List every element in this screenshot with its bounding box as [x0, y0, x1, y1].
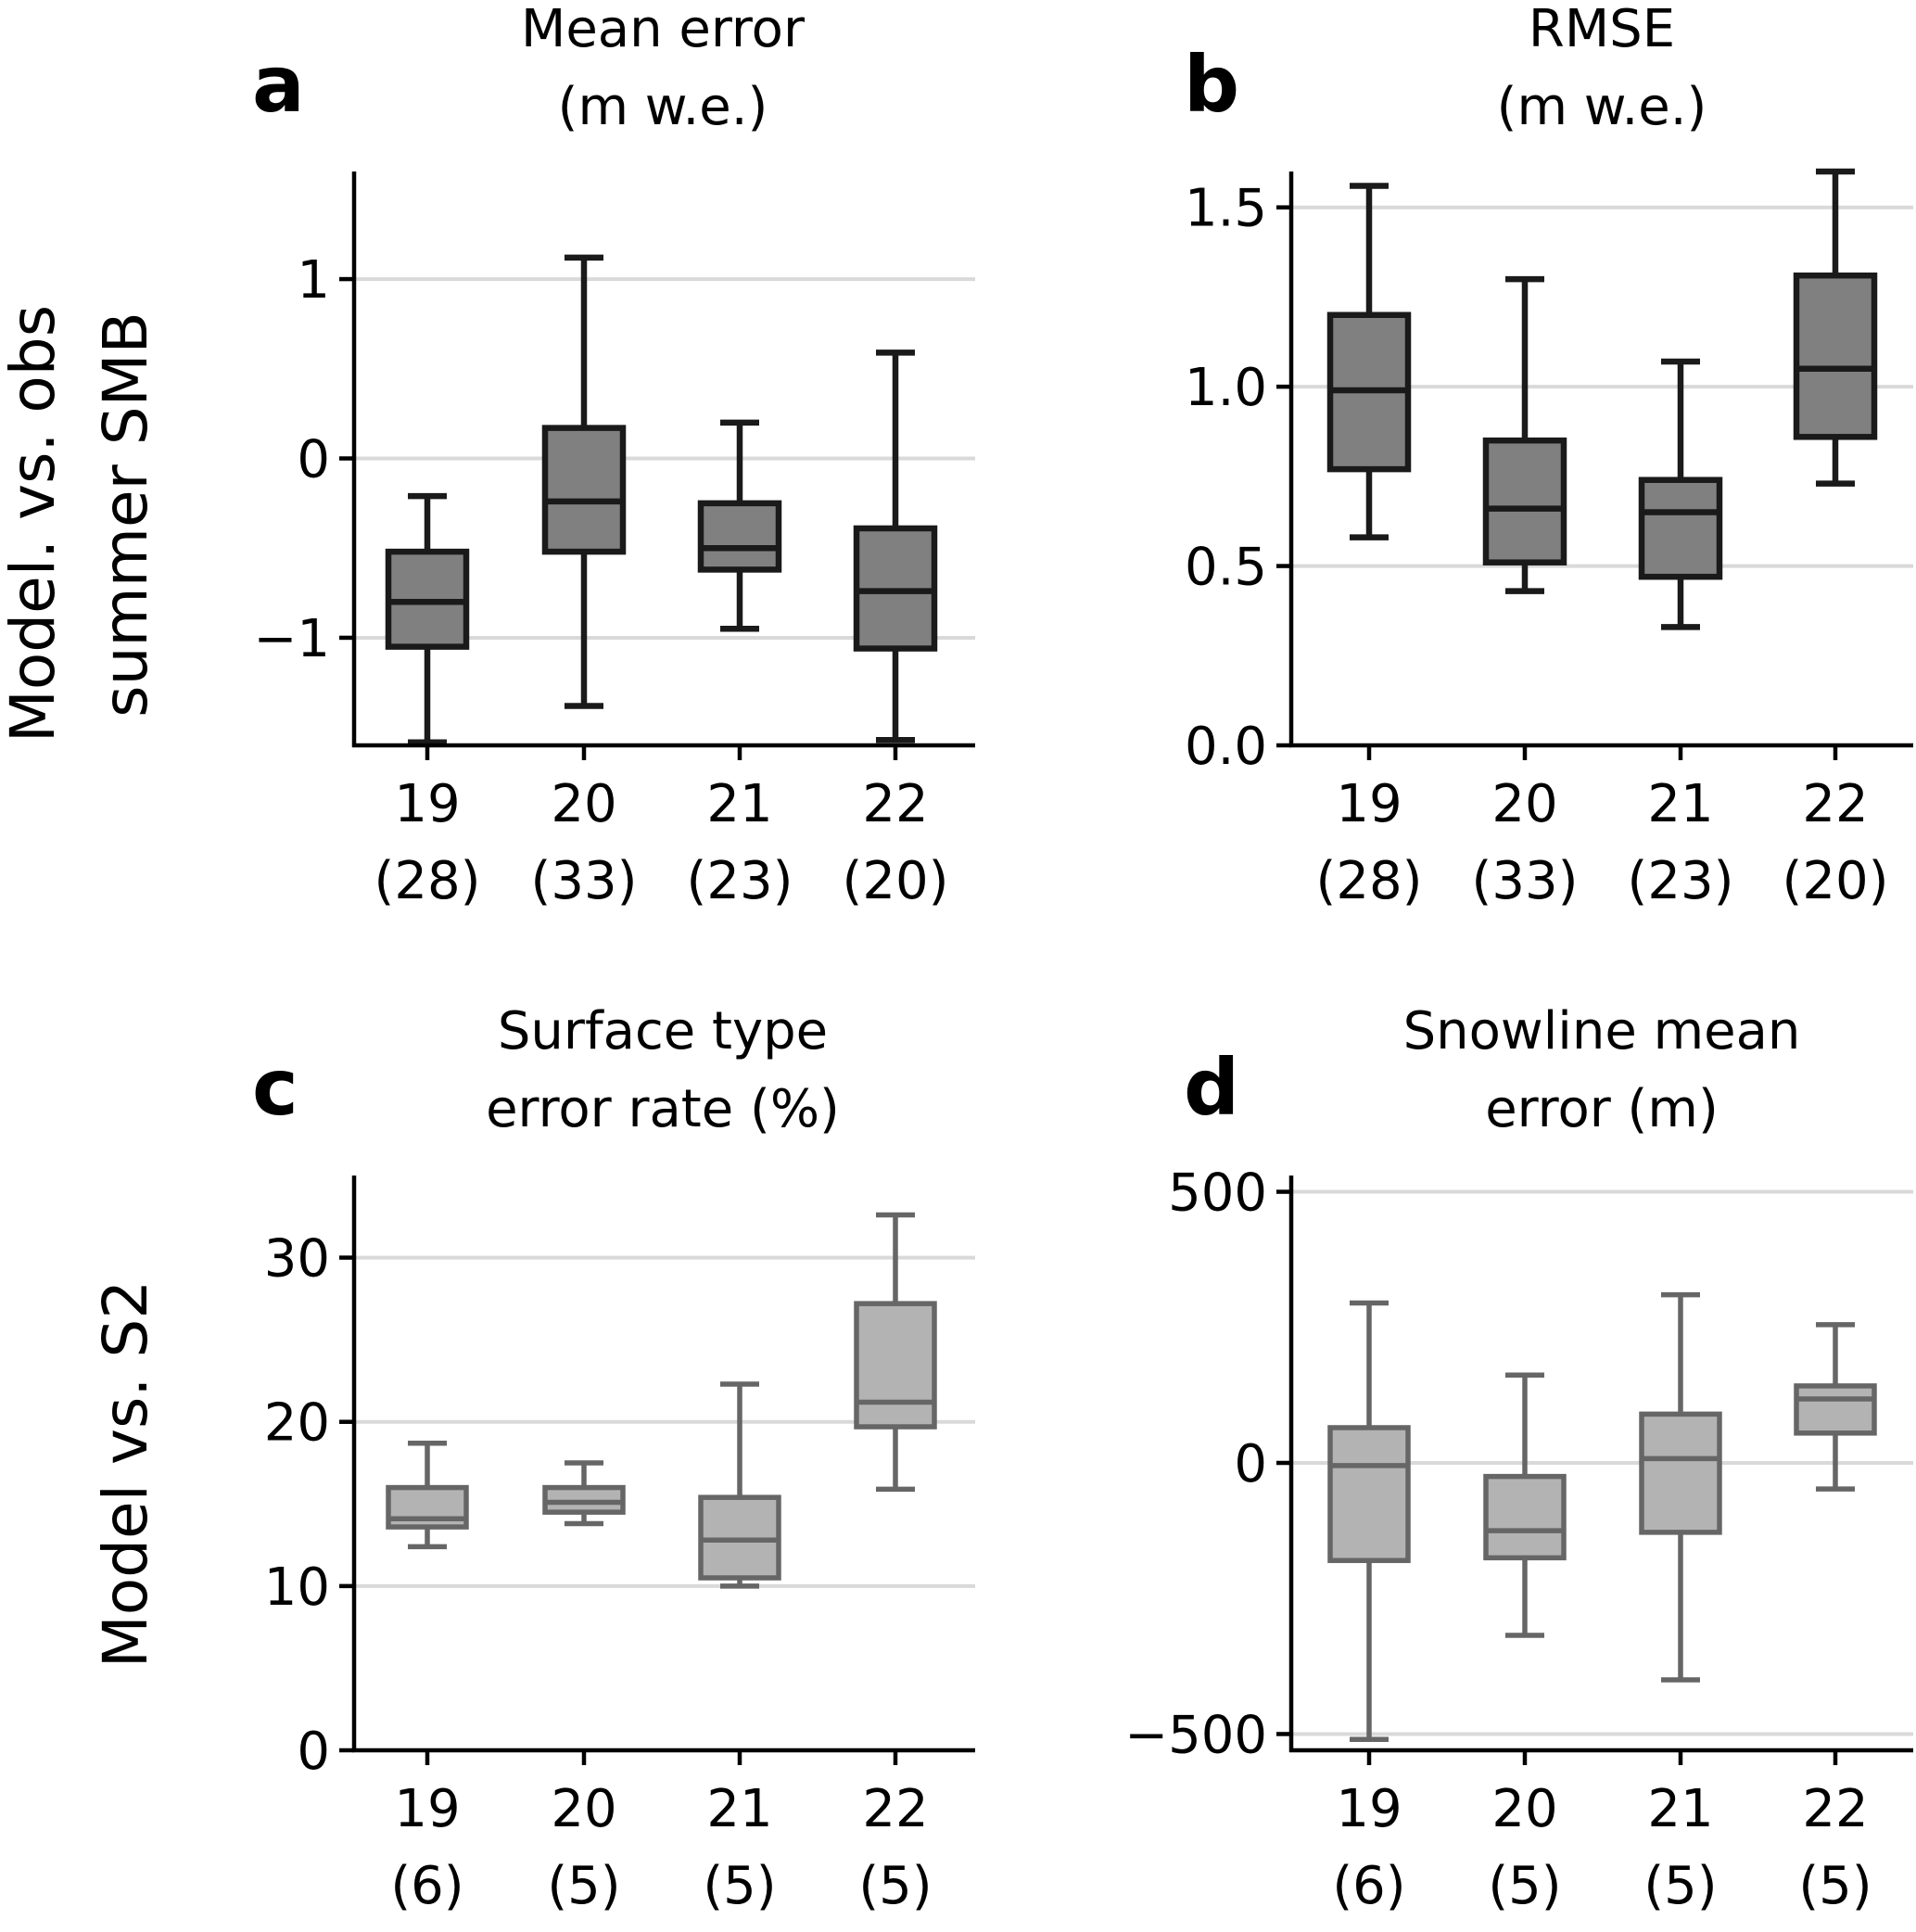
- y-tick-label: 10: [264, 1557, 330, 1618]
- x-tick-count: (33): [531, 851, 638, 911]
- x-tick-count: (5): [703, 1856, 776, 1916]
- panel-d-title-line2: error (m): [1485, 1079, 1719, 1139]
- box-iqr: [1793, 272, 1878, 440]
- x-tick-label: 20: [1491, 774, 1557, 834]
- box-22: [853, 350, 938, 744]
- x-tick-count: (33): [1472, 851, 1579, 911]
- y-tick-label: 0: [297, 430, 330, 490]
- x-tick-label: 19: [1336, 1779, 1402, 1839]
- x-tick-count: (20): [1783, 851, 1889, 911]
- panel-letter-b: b: [1184, 39, 1239, 130]
- box-iqr: [1483, 1473, 1567, 1561]
- y-tick-label: 500: [1168, 1163, 1267, 1224]
- y-tick-label: 1: [297, 250, 330, 311]
- row-label-top-line1: Model. vs. obs: [0, 305, 69, 743]
- x-tick-label: 21: [706, 774, 772, 834]
- y-tick-label: 1.0: [1185, 358, 1267, 418]
- box-22: [854, 1212, 937, 1493]
- x-tick-count: (28): [1316, 851, 1423, 911]
- box-iqr: [697, 500, 782, 573]
- x-tick-label: 19: [394, 774, 460, 834]
- x-tick-count: (5): [1643, 1856, 1717, 1916]
- row-labels: Model. vs. obs summer SMB Model vs. S2: [0, 305, 161, 1668]
- panel-letter-c: c: [252, 1042, 298, 1133]
- box-20: [541, 254, 627, 709]
- x-tick-label: 21: [706, 1779, 772, 1839]
- y-tick-label: 0.5: [1185, 538, 1267, 598]
- x-tick-count: (5): [1798, 1856, 1872, 1916]
- x-tick-label: 19: [1336, 774, 1402, 834]
- box-21: [1639, 1291, 1722, 1683]
- panel-c-title-line2: error rate (%): [486, 1079, 840, 1139]
- box-19: [1326, 183, 1412, 540]
- y-tick-label: 0: [297, 1722, 330, 1782]
- x-tick-count: (20): [843, 851, 949, 911]
- box-19: [1327, 1300, 1411, 1743]
- panel-b-title-line1: RMSE: [1529, 0, 1675, 59]
- box-21: [1638, 358, 1723, 630]
- box-19: [385, 492, 470, 745]
- panel-d: d Snowline mean error (m) −500 0 500 19 (6) 2…: [1124, 1001, 1913, 1916]
- x-tick-label: 22: [1802, 774, 1868, 834]
- box-19: [386, 1440, 469, 1550]
- x-tick-count: (5): [547, 1856, 620, 1916]
- y-tick-label: −1: [253, 609, 330, 669]
- panel-c: c Surface type error rate (%) 0 10 20 30 19 (…: [252, 1001, 975, 1916]
- row-label-bottom: Model vs. S2: [90, 1280, 161, 1668]
- panel-letter-a: a: [252, 39, 305, 130]
- panel-d-title-line1: Snowline mean: [1403, 1001, 1801, 1061]
- y-tick-label: −500: [1124, 1705, 1267, 1765]
- panel-a: a Mean error (m w.e.) −1 0 1 19 (28) 20 (33) 21…: [252, 0, 975, 911]
- x-tick-label: 20: [551, 774, 616, 834]
- box-iqr: [1638, 477, 1723, 580]
- box-20: [1483, 1372, 1567, 1638]
- y-tick-label: 0: [1234, 1434, 1267, 1494]
- y-tick-label: 20: [264, 1393, 330, 1454]
- box-iqr: [1794, 1383, 1877, 1436]
- row-label-top-line2: summer SMB: [90, 311, 161, 718]
- x-tick-label: 22: [1802, 1779, 1868, 1839]
- box-iqr: [1482, 437, 1567, 566]
- box-21: [698, 1381, 781, 1589]
- box-iqr: [541, 425, 627, 555]
- x-tick-count: (6): [1332, 1856, 1405, 1916]
- panel-letter-d: d: [1184, 1042, 1239, 1133]
- x-tick-label: 22: [862, 1779, 928, 1839]
- x-tick-label: 21: [1647, 774, 1713, 834]
- box-20: [1482, 275, 1567, 594]
- box-21: [697, 419, 782, 632]
- panel-a-title-line2: (m w.e.): [558, 77, 768, 137]
- panel-b: b RMSE (m w.e.) 0.0 0.5 1.0 1.5 19 (28) 20 (33)…: [1184, 0, 1913, 911]
- x-tick-label: 21: [1647, 1779, 1713, 1839]
- x-tick-label: 20: [551, 1779, 616, 1839]
- x-tick-count: (23): [1628, 851, 1734, 911]
- x-tick-label: 22: [862, 774, 928, 834]
- y-tick-label: 1.5: [1185, 179, 1267, 239]
- y-tick-label: 0.0: [1185, 717, 1267, 777]
- y-tick-label: 30: [264, 1229, 330, 1290]
- box-22: [1794, 1322, 1877, 1492]
- x-tick-count: (28): [374, 851, 481, 911]
- x-tick-count: (6): [390, 1856, 463, 1916]
- x-tick-count: (5): [858, 1856, 932, 1916]
- box-iqr: [1327, 1425, 1411, 1564]
- x-tick-label: 20: [1491, 1779, 1557, 1839]
- x-tick-count: (5): [1488, 1856, 1561, 1916]
- box-iqr: [1639, 1411, 1722, 1535]
- panel-a-title-line1: Mean error: [521, 0, 806, 59]
- panel-b-title-line2: (m w.e.): [1497, 77, 1707, 137]
- box-20: [542, 1460, 626, 1527]
- x-tick-label: 19: [394, 1779, 460, 1839]
- box-22: [1793, 168, 1878, 487]
- box-iqr: [854, 1301, 937, 1430]
- x-tick-count: (23): [687, 851, 793, 911]
- panel-c-title-line1: Surface type: [498, 1001, 828, 1061]
